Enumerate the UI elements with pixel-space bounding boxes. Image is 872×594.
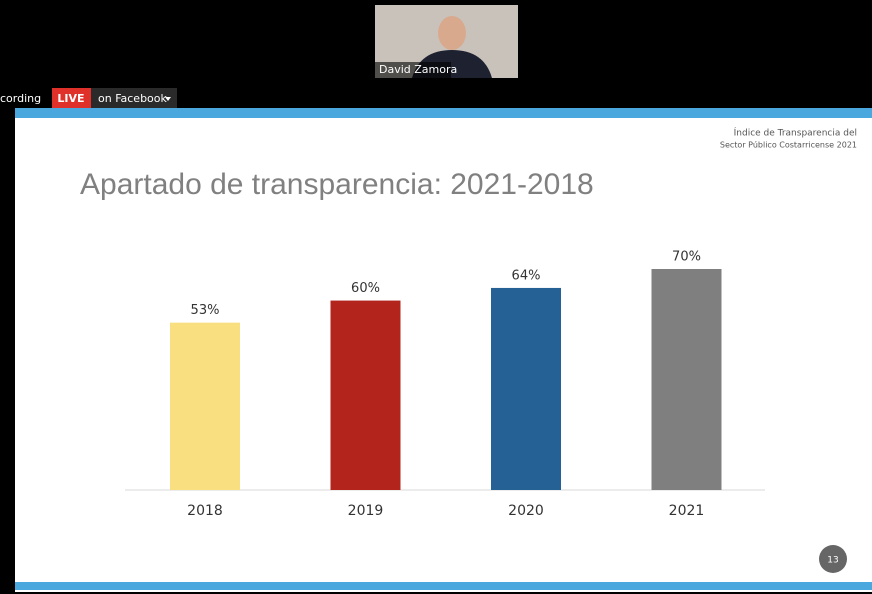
recording-label: cording — [0, 92, 41, 105]
slide-top-bar — [15, 108, 872, 118]
bar — [330, 300, 401, 490]
data-label: 70% — [672, 250, 701, 265]
live-badge[interactable] — [52, 88, 91, 110]
data-label: 53% — [191, 303, 220, 318]
page-badge — [819, 545, 847, 573]
x-tick-label: 2018 — [187, 503, 223, 519]
name-bg — [375, 62, 451, 78]
slide — [15, 108, 872, 592]
x-tick-label: 2021 — [669, 503, 705, 519]
x-tick-label: 2020 — [508, 503, 544, 519]
bar — [491, 287, 561, 490]
face — [438, 16, 466, 50]
page-number: 13 — [827, 556, 838, 566]
slide-header: Índice de Transparencia del — [734, 127, 857, 139]
data-label: 64% — [512, 268, 541, 283]
live-text: LIVE — [57, 92, 84, 105]
dropdown-arrow — [165, 97, 171, 101]
bar — [651, 269, 722, 490]
slide-bottom-bar — [15, 582, 872, 590]
x-tick-label: 2019 — [348, 503, 384, 519]
slide-header: Sector Público Costarricense 2021 — [720, 141, 857, 150]
participant-name: David Zamora — [379, 63, 457, 76]
data-label: 60% — [351, 281, 380, 296]
chart-title: Apartado de transparencia: 2021-2018 — [80, 168, 594, 201]
bar — [170, 322, 240, 490]
stream-target: on Facebook — [98, 92, 168, 105]
stream-menu[interactable] — [91, 88, 177, 110]
